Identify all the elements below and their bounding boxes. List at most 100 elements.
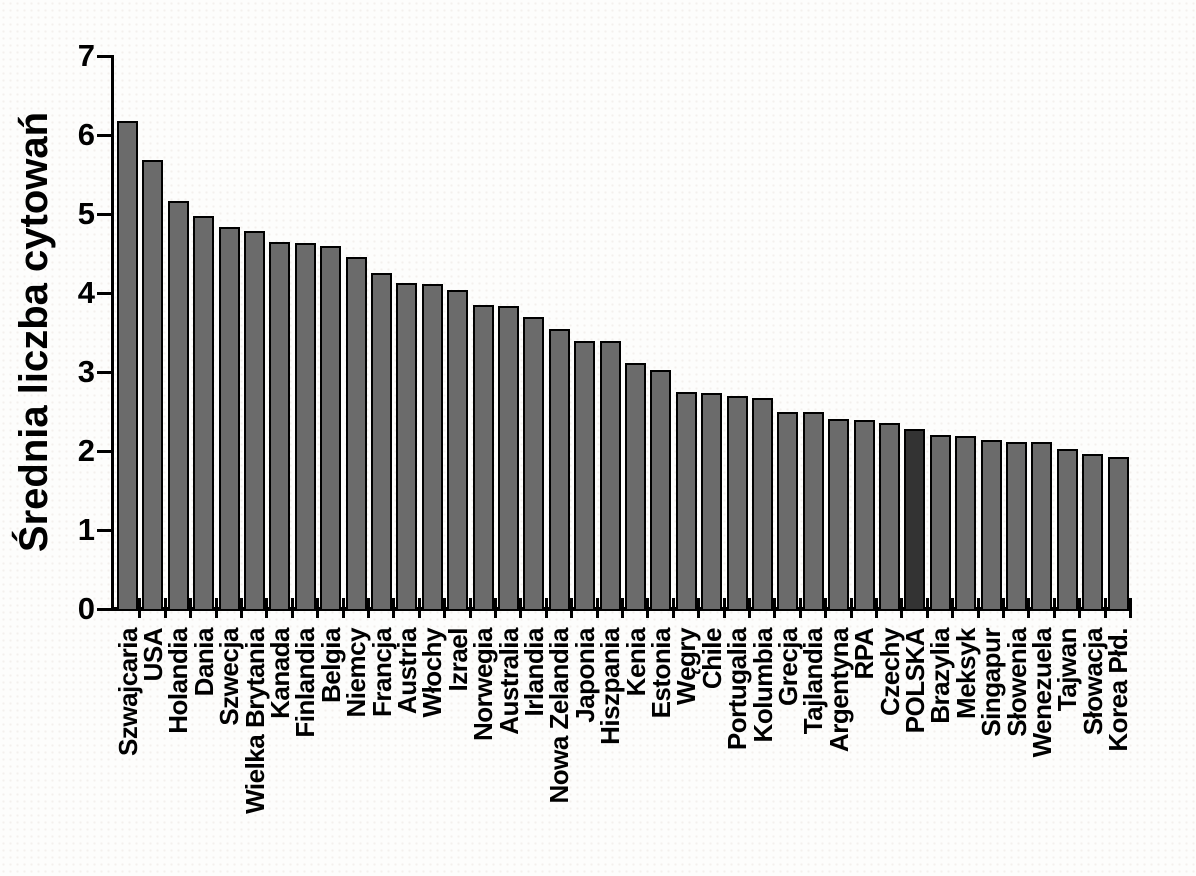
bar <box>472 304 494 611</box>
x-tick-label: Hiszpania <box>595 628 626 745</box>
bar <box>548 329 570 611</box>
x-tick-label: Belgia <box>315 628 346 704</box>
bar <box>523 316 545 611</box>
bar <box>371 273 392 611</box>
x-tick <box>1052 598 1056 618</box>
y-tick-label: 2 <box>77 433 95 468</box>
x-tick <box>849 598 853 618</box>
x-tick-label: Meksyk <box>950 628 981 719</box>
x-tick-label: Singapur <box>976 628 1007 737</box>
bar <box>904 428 926 611</box>
x-tick-label: Portugalia <box>722 628 753 751</box>
y-tick <box>97 291 113 295</box>
x-tick-label: Grecja <box>772 628 803 706</box>
y-axis-line <box>111 55 114 611</box>
bar <box>269 241 291 611</box>
x-tick-label: Kanada <box>264 628 295 719</box>
x-tick-label: Brazylia <box>925 628 956 724</box>
bar <box>650 369 672 611</box>
y-tick-label: 5 <box>77 196 95 231</box>
x-tick <box>671 598 675 618</box>
x-tick <box>163 598 167 618</box>
x-tick-label: Korea Płd. <box>1103 628 1134 752</box>
x-tick-label: Argentyna <box>823 628 854 753</box>
bar <box>193 216 215 611</box>
x-tick <box>748 598 751 618</box>
x-tick <box>519 598 523 618</box>
x-tick <box>1129 598 1132 618</box>
x-tick-label: Irlandia <box>518 628 549 717</box>
y-tick <box>97 54 113 58</box>
x-tick-label: Australia <box>493 628 524 735</box>
x-tick <box>570 598 574 618</box>
x-tick <box>265 598 269 618</box>
x-tick-label: USA <box>137 628 168 682</box>
bar <box>828 419 850 611</box>
x-tick <box>443 598 447 618</box>
x-tick-label: Norwegia <box>468 628 499 742</box>
x-tick <box>316 598 320 618</box>
bar <box>929 435 951 611</box>
x-tick <box>189 598 193 618</box>
x-tick <box>138 598 142 618</box>
x-tick-label: Tajlandia <box>798 628 829 735</box>
bar <box>574 341 596 611</box>
y-tick <box>97 133 113 137</box>
x-tick-label: Kenia <box>620 628 651 697</box>
bar <box>294 243 316 611</box>
y-tick <box>97 528 113 532</box>
bar <box>675 391 697 611</box>
x-tick-label: Dania <box>188 628 219 697</box>
x-tick-label: Kolumbia <box>747 628 778 743</box>
x-tick <box>341 598 345 618</box>
x-tick <box>646 598 650 618</box>
x-tick-label: Chile <box>696 628 727 690</box>
x-tick <box>1078 598 1082 618</box>
bar <box>1031 442 1053 611</box>
x-tick-label: Japonia <box>569 628 600 723</box>
y-tick-label: 3 <box>77 354 95 389</box>
bar <box>421 284 443 611</box>
y-tick <box>97 607 113 611</box>
x-tick-label: Węgry <box>671 628 702 705</box>
bar <box>345 256 367 611</box>
x-tick <box>290 598 294 618</box>
x-tick-label: Włochy <box>417 628 448 718</box>
x-tick-label: Austria <box>391 628 422 715</box>
x-tick <box>875 598 878 618</box>
x-tick-label: Szwecja <box>214 628 245 726</box>
bar <box>167 200 189 611</box>
x-tick <box>240 598 243 618</box>
x-tick <box>621 598 624 618</box>
x-tick <box>1103 598 1107 618</box>
x-tick <box>925 598 929 618</box>
x-tick-label: Wenezuela <box>1026 628 1057 758</box>
x-tick-label: POLSKA <box>899 628 930 734</box>
x-tick <box>697 598 701 618</box>
x-tick <box>722 598 726 618</box>
x-tick-label: Francja <box>366 628 397 717</box>
x-tick <box>392 598 396 618</box>
x-tick-label: Czechy <box>874 628 905 717</box>
x-tick-label: Estonia <box>645 628 676 719</box>
bar <box>1082 454 1104 611</box>
y-tick <box>97 212 113 216</box>
bar <box>1006 441 1027 611</box>
x-tick <box>595 598 599 618</box>
bar <box>142 160 164 611</box>
bar <box>853 420 875 611</box>
bar <box>320 245 342 611</box>
y-tick <box>97 370 113 374</box>
x-tick <box>417 598 421 618</box>
bar <box>625 362 646 611</box>
x-tick <box>798 598 802 618</box>
bar <box>752 398 773 611</box>
bar <box>396 282 418 611</box>
x-tick <box>773 598 777 618</box>
bar <box>1056 449 1078 611</box>
bar <box>117 120 138 611</box>
y-tick-label: 7 <box>77 38 95 73</box>
bar <box>955 435 977 611</box>
bar <box>879 423 900 611</box>
x-tick <box>976 598 980 618</box>
